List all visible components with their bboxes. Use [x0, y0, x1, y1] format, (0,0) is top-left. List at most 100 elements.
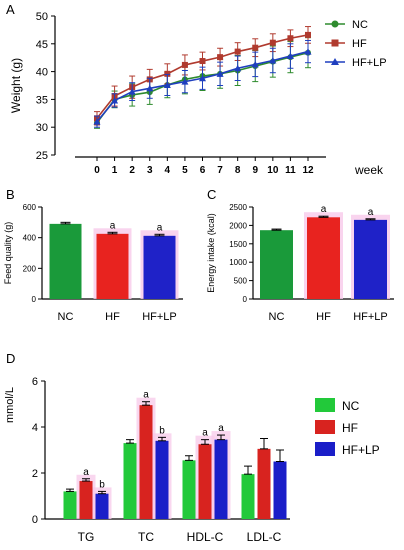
- errorbar-a-s2-11: [287, 43, 294, 69]
- axis-label-d-y: mmol/L: [4, 387, 16, 423]
- ytick-label-b-600: 600: [23, 203, 37, 212]
- errorbar-a-s2-4: [164, 73, 171, 97]
- xtick-label-c-0: NC: [269, 311, 285, 323]
- errorbar-d-3-2: [276, 449, 284, 462]
- ytick-label-b-0: 0: [32, 295, 37, 304]
- bar-d-hdl-c-hf: [198, 444, 212, 519]
- axis-label-a-x: week: [354, 163, 384, 177]
- legend-a-marker-1: [331, 39, 339, 47]
- errorbar-d-0-1: [82, 478, 90, 482]
- xtick-label-b-1: HF: [105, 311, 120, 323]
- bar-c-nc: [260, 230, 293, 299]
- xtick-label-a-9: 9: [252, 165, 258, 176]
- ytick-label-a-45: 45: [36, 39, 48, 51]
- ytick-label-c-500: 500: [234, 277, 248, 286]
- ytick-label-c-2000: 2000: [229, 221, 247, 230]
- errorbar-b-0: [60, 221, 71, 225]
- errorbar-d-2-0: [185, 455, 193, 461]
- errorbar-a-s2-2: [129, 82, 136, 102]
- legend-a-marker-0: [331, 20, 339, 28]
- errorbar-c-0: [271, 228, 282, 231]
- errorbar-a-s2-5: [181, 69, 188, 94]
- ytick-label-d-4: 4: [32, 422, 38, 434]
- bar-d-tc-hf: [139, 405, 153, 519]
- bar-c-hf: [307, 217, 340, 299]
- legend-a-label-2: HF+LP: [352, 57, 387, 69]
- errorbar-a-s2-9: [252, 51, 259, 78]
- significance-b-1: a: [110, 220, 116, 231]
- bar-d-ldl-c-nc: [241, 474, 255, 519]
- errorbar-b-2: [154, 233, 165, 237]
- bar-d-tg-hf: [79, 481, 93, 519]
- xtick-label-a-2: 2: [129, 165, 135, 176]
- panel-label-d: D: [6, 351, 15, 366]
- ytick-label-a-40: 40: [36, 67, 48, 79]
- bar-d-ldl-c-hf: [257, 448, 271, 519]
- ytick-label-d-6: 6: [32, 376, 38, 388]
- legend-a-label-0: NC: [352, 19, 368, 31]
- legend-d-swatch-1: [315, 420, 335, 434]
- xtick-label-a-0: 0: [94, 165, 100, 176]
- xtick-label-a-7: 7: [217, 165, 223, 176]
- errorbar-c-2: [365, 218, 376, 221]
- xtick-label-a-8: 8: [235, 165, 241, 176]
- bar-b-nc: [49, 223, 82, 299]
- errorbar-d-0-0: [66, 488, 74, 492]
- xtick-label-a-6: 6: [200, 165, 206, 176]
- significance-d-1-1: a: [143, 390, 149, 401]
- significance-b-2: a: [157, 222, 163, 233]
- xtick-label-b-0: NC: [58, 311, 74, 323]
- legend-d-swatch-0: [315, 398, 335, 412]
- bar-d-tc-nc: [123, 443, 137, 519]
- significance-d-0-1: a: [83, 467, 89, 478]
- bar-d-tg-hf-lp: [95, 493, 109, 519]
- ytick-label-c-0: 0: [243, 295, 248, 304]
- axis-label-a-y: Weight (g): [9, 58, 23, 113]
- errorbar-a-s2-0: [94, 115, 100, 128]
- xtick-label-a-1: 1: [112, 165, 118, 176]
- xtick-label-c-2: HF+LP: [353, 311, 388, 323]
- bar-d-tc-hf-lp: [155, 440, 169, 519]
- panel-label-a: A: [6, 2, 15, 17]
- errorbar-d-1-1: [142, 401, 150, 406]
- significance-d-2-2: a: [218, 423, 224, 434]
- ytick-label-b-200: 200: [23, 264, 37, 273]
- errorbar-d-0-2: [98, 490, 106, 495]
- ytick-label-d-2: 2: [32, 468, 38, 480]
- ytick-label-a-25: 25: [36, 150, 48, 162]
- errorbar-c-1: [318, 215, 329, 218]
- errorbar-d-1-2: [158, 436, 166, 442]
- significance-d-1-2: b: [159, 425, 165, 436]
- significance-c-1: a: [321, 204, 327, 215]
- errorbar-a-s2-6: [199, 66, 206, 90]
- errorbar-d-2-1: [201, 439, 209, 445]
- errorbar-a-s2-1: [111, 93, 118, 108]
- xtick-label-a-10: 10: [267, 165, 279, 176]
- bar-d-ldl-c-hf-lp: [273, 461, 287, 519]
- panel-label-b: B: [6, 187, 15, 202]
- errorbar-a-s2-12: [305, 39, 311, 64]
- xtick-label-d-1: TC: [138, 530, 154, 544]
- xtick-label-a-3: 3: [147, 165, 153, 176]
- ytick-label-a-50: 50: [36, 11, 48, 23]
- legend-d-label-2: HF+LP: [342, 443, 380, 457]
- legend-d-swatch-2: [315, 442, 335, 456]
- errorbar-a-s2-10: [269, 47, 276, 74]
- legend-a-marker-2: [331, 58, 339, 65]
- xtick-label-d-2: HDL-C: [187, 530, 224, 544]
- panel-label-c: C: [207, 187, 216, 202]
- errorbar-d-1-0: [126, 439, 134, 444]
- errorbar-a-s2-3: [146, 77, 153, 99]
- ytick-label-d-0: 0: [32, 514, 38, 526]
- legend-d-label-0: NC: [342, 399, 360, 413]
- legend-a-label-1: HF: [352, 38, 367, 50]
- bar-b-hf-lp: [143, 235, 176, 299]
- errorbar-d-3-1: [260, 438, 268, 450]
- errorbar-b-1: [107, 231, 118, 235]
- ytick-label-a-30: 30: [36, 122, 48, 134]
- xtick-label-a-11: 11: [285, 165, 296, 176]
- bar-d-hdl-c-nc: [182, 460, 196, 519]
- bar-b-hf: [96, 233, 129, 299]
- axis-label-c-y: Energy intake (kcal): [206, 213, 216, 293]
